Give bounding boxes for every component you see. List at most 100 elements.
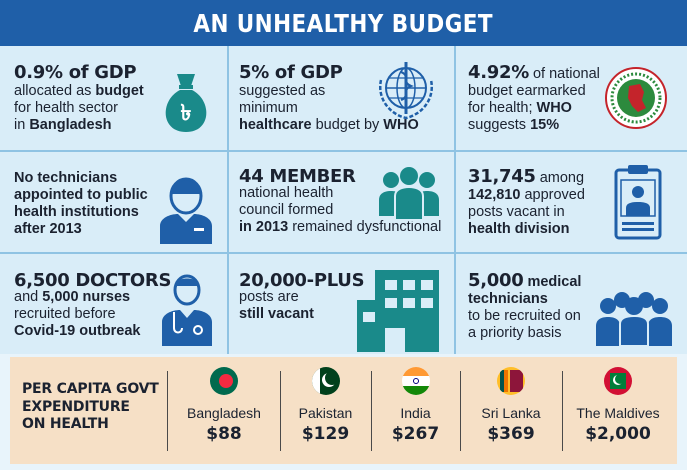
stat-value: 5,000 <box>468 270 524 291</box>
stat-text: for health; <box>468 100 537 116</box>
stat-cell-national-budget: 4.92% of national budget earmarked for h… <box>456 46 687 150</box>
stat-value: 5% <box>239 62 269 83</box>
stat-text-bold: WHO <box>383 117 419 133</box>
per-capita-section: PER CAPITA GOVT EXPENDITURE ON HEALTH Ba… <box>0 355 687 470</box>
stat-unit: of GDP <box>268 62 343 83</box>
stat-text-bold: 15% <box>530 117 560 133</box>
country-amount: $88 <box>206 424 242 444</box>
government-seal-icon <box>605 67 667 129</box>
stat-text: a priority basis <box>468 325 562 341</box>
svg-text:৳: ৳ <box>181 101 192 126</box>
divider <box>454 46 456 354</box>
stat-text-bold: appointed to public <box>14 187 148 203</box>
doctor-icon <box>162 274 212 346</box>
per-capita-label: PER CAPITA GOVT EXPENDITURE ON HEALTH <box>22 381 162 434</box>
india-flag-icon <box>401 367 430 395</box>
divider <box>280 371 281 451</box>
stat-cell-council: 44 MEMBER national health council formed… <box>229 152 454 252</box>
stat-text: remained dysfunctional <box>288 219 442 235</box>
stat-text-bold: budget <box>95 83 144 99</box>
stat-text-bold: 142,810 <box>468 187 521 203</box>
hospital-building-icon <box>357 270 439 352</box>
country-amount: $369 <box>487 424 535 444</box>
country-amount: $267 <box>391 424 440 444</box>
stat-text: minimum <box>239 100 298 116</box>
divider <box>460 371 461 451</box>
stat-text: suggests <box>468 117 531 133</box>
stat-cell-posts-vacant: 20,000-PLUS posts are still vacant <box>229 254 454 354</box>
stat-text: suggested as <box>239 83 326 99</box>
per-capita-label-line: EXPENDITURE <box>22 398 130 415</box>
stat-text-bold: health institutions <box>14 204 139 220</box>
divider <box>227 46 229 354</box>
divider <box>0 252 687 254</box>
stats-grid: 0.9% of GDP allocated as budget for heal… <box>0 46 687 354</box>
stat-cell-gdp: 0.9% of GDP allocated as budget for heal… <box>0 46 227 150</box>
stat-text: and <box>14 289 43 305</box>
stat-cell-technicians: No technicians appointed to public healt… <box>0 152 227 252</box>
stat-text: in <box>14 117 30 133</box>
stat-text-bold: Bangladesh <box>29 117 112 133</box>
stat-text: budget by <box>311 117 384 133</box>
country-amount: $129 <box>301 424 350 444</box>
stat-value: 0.9% <box>14 62 63 83</box>
per-capita-panel: PER CAPITA GOVT EXPENDITURE ON HEALTH Ba… <box>10 357 677 464</box>
divider <box>0 150 687 152</box>
stat-value: 20,000-PLUS <box>239 270 365 291</box>
stat-text: allocated as <box>14 83 96 99</box>
header-bar: AN UNHEALTHY BUDGET <box>0 0 687 46</box>
country-amount: $2,000 <box>585 424 651 444</box>
stat-text-bold: technicians <box>468 291 548 307</box>
stat-cell-who: 5% of GDP suggested as minimum healthcar… <box>229 46 454 150</box>
id-card-icon <box>614 165 662 240</box>
country-name: Bangladesh <box>187 405 261 421</box>
group-icon <box>379 167 439 221</box>
divider <box>562 371 563 451</box>
stat-text: to be recruited on <box>468 308 581 324</box>
country-india: India $267 <box>371 367 460 444</box>
stat-text-bold: health division <box>468 221 570 237</box>
stat-text: of national <box>528 66 600 82</box>
stat-text-bold: WHO <box>536 100 572 116</box>
divider <box>167 371 168 451</box>
pakistan-flag-icon <box>311 367 340 395</box>
stat-cell-doctors: 6,500 DOCTORS and 5,000 nurses recruited… <box>0 254 227 354</box>
stat-value: 44 MEMBER <box>239 166 356 187</box>
stat-text: recruited before <box>14 306 116 322</box>
stat-text-bold: in 2013 <box>239 219 289 235</box>
stat-text-bold: Covid-19 outbreak <box>14 323 141 339</box>
country-sri-lanka: Sri Lanka $369 <box>460 367 562 444</box>
money-bag-icon: ৳ <box>165 74 207 132</box>
country-maldives: The Maldives $2,000 <box>562 367 674 444</box>
stat-unit: of GDP <box>62 62 137 83</box>
stat-text: council formed <box>239 202 334 218</box>
country-pakistan: Pakistan $129 <box>280 367 371 444</box>
stat-value: 4.92% <box>468 62 529 83</box>
country-name: India <box>400 405 431 421</box>
stat-text: national health <box>239 185 334 201</box>
per-capita-label-line: PER CAPITA GOVT <box>22 381 159 397</box>
stat-text-bold: No technicians <box>14 170 118 186</box>
stat-cell-medical-technicians: 5,000 medical technicians to be recruite… <box>456 254 687 354</box>
bangladesh-flag-icon <box>210 367 238 395</box>
technician-icon <box>160 177 212 244</box>
divider <box>371 371 372 451</box>
stat-text: among <box>535 170 585 186</box>
per-capita-label-line: ON HEALTH <box>22 416 109 432</box>
stat-text: approved <box>520 187 585 203</box>
crowd-icon <box>596 292 672 347</box>
country-name: The Maldives <box>576 405 660 421</box>
country-name: Pakistan <box>298 405 353 421</box>
stat-text-bold: healthcare <box>239 117 312 133</box>
maldives-flag-icon <box>604 367 632 395</box>
stat-text: budget earmarked <box>468 83 586 99</box>
country-bangladesh: Bangladesh $88 <box>174 367 274 444</box>
stat-text-bold: 5,000 nurses <box>42 289 131 305</box>
page-title: AN UNHEALTHY BUDGET <box>193 8 494 38</box>
sri-lanka-flag-icon <box>497 367 525 395</box>
stat-text: posts are <box>239 289 299 305</box>
stat-text-bold: medical <box>523 274 582 290</box>
stat-value: 31,745 <box>468 166 536 187</box>
stat-value: 6,500 DOCTORS <box>14 270 172 291</box>
stat-cell-vacant-posts: 31,745 among 142,810 approved posts vaca… <box>456 152 687 252</box>
